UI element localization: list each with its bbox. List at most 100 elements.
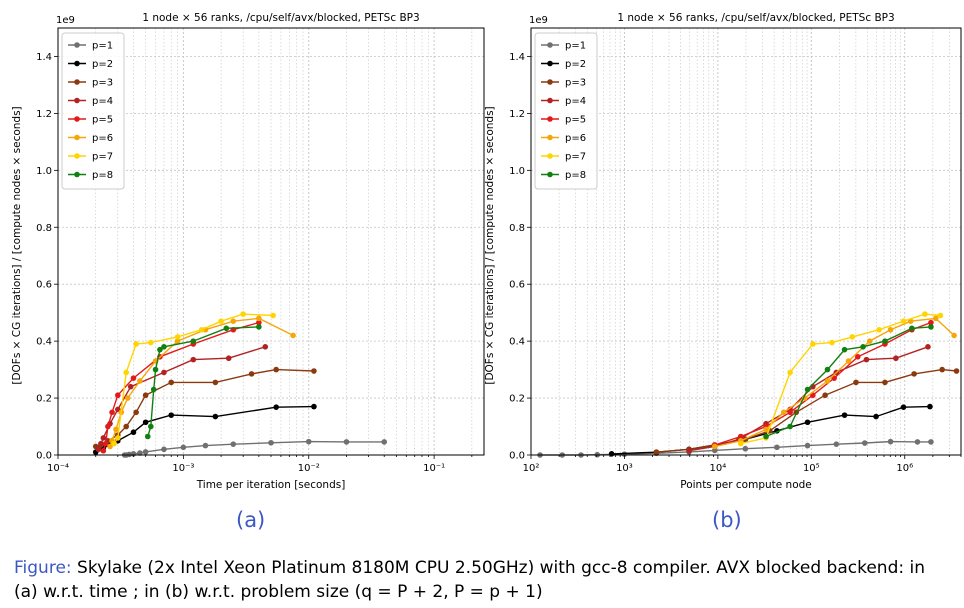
y-tick-label: 1.4	[36, 52, 52, 63]
legend-label: p=6	[565, 133, 586, 144]
data-point	[711, 443, 718, 450]
legend: p=1 p=2 p=3 p=4 p=5 p=6 p=7 p=8	[61, 32, 125, 190]
data-point	[381, 439, 388, 445]
legend-label: p=1	[565, 41, 586, 52]
legend-label: p=7	[92, 152, 113, 163]
data-point	[887, 438, 894, 445]
legend-marker	[547, 171, 553, 178]
data-point	[109, 409, 115, 416]
data-point	[780, 409, 787, 416]
series-line	[113, 313, 274, 444]
y-tick-label: 0.0	[36, 451, 52, 462]
data-point	[157, 346, 163, 353]
data-point	[928, 319, 934, 326]
series-line	[656, 368, 957, 453]
data-point	[311, 403, 317, 410]
data-point	[124, 395, 131, 401]
data-point	[860, 344, 866, 350]
data-point	[841, 346, 848, 353]
data-point	[774, 444, 780, 451]
data-point	[273, 404, 279, 410]
data-point	[822, 392, 828, 399]
data-point	[100, 447, 107, 454]
legend: p=1 p=2 p=3 p=4 p=5 p=6 p=7 p=8	[534, 32, 598, 190]
data-point	[102, 440, 109, 447]
data-point	[142, 449, 149, 455]
data-point	[248, 371, 255, 377]
data-point	[911, 371, 917, 377]
data-point	[230, 318, 237, 325]
data-point	[876, 326, 882, 333]
legend-label: p=1	[92, 41, 113, 52]
legend-marker	[74, 116, 80, 122]
data-point	[305, 438, 312, 445]
x-tick-label: 10⁶	[896, 463, 913, 474]
series-p7	[737, 311, 944, 447]
y-tick-label: 0.4	[509, 337, 525, 348]
legend-marker	[74, 79, 80, 85]
grid	[530, 28, 962, 456]
series-p8	[763, 324, 934, 440]
legend-label: p=4	[565, 96, 586, 107]
x-tick-label: 10⁻¹	[423, 463, 445, 474]
data-point	[311, 368, 317, 374]
legend-label: p=2	[92, 59, 113, 70]
data-point	[893, 355, 899, 362]
data-point	[161, 344, 167, 350]
data-point	[126, 451, 133, 458]
chart-b: 10² 10³ 10⁴ 10⁵ 10⁶ 0.0 0.2 0.4 0.6 0.8 1.0 1.2 1.4 1…	[484, 12, 962, 491]
data-point	[100, 435, 107, 441]
y-tick-label: 0.0	[509, 451, 525, 462]
y-tick-label: 1.4	[509, 52, 525, 63]
data-point	[111, 440, 117, 447]
data-point	[824, 378, 831, 384]
legend-marker	[547, 116, 553, 122]
data-point	[882, 338, 888, 344]
x-tick-label: 10⁻⁴	[47, 463, 69, 474]
legend-label: p=3	[92, 78, 113, 89]
legend-marker	[547, 97, 553, 104]
data-point	[150, 386, 157, 393]
data-point	[190, 338, 197, 344]
data-point	[95, 446, 102, 453]
data-point	[212, 379, 219, 386]
data-point	[113, 426, 119, 433]
caption-text: Skylake (2x Intel Xeon Platinum 8180M CP…	[14, 558, 925, 602]
legend-label: p=8	[565, 170, 586, 181]
data-point	[130, 375, 137, 381]
data-point	[737, 433, 744, 440]
y-offset-label: 1e9	[529, 15, 548, 26]
series-line	[714, 317, 955, 448]
data-point	[939, 366, 945, 373]
data-point	[168, 379, 175, 386]
y-tick-label: 0.6	[509, 280, 525, 291]
y-tick-label: 0.6	[36, 280, 52, 291]
legend-marker	[547, 153, 553, 159]
data-point	[168, 412, 175, 418]
chart-title: 1 node × 56 ranks, /cpu/self/avx/blocked…	[142, 12, 419, 24]
data-point	[953, 368, 960, 374]
series-line	[102, 321, 260, 451]
data-point	[787, 423, 793, 430]
data-point	[262, 344, 269, 350]
data-point	[787, 369, 793, 376]
data-point	[142, 392, 149, 399]
data-point	[804, 386, 811, 393]
data-point	[290, 332, 296, 339]
data-point	[810, 341, 816, 347]
legend-marker	[547, 79, 553, 85]
data-point	[951, 332, 957, 339]
data-point	[190, 356, 197, 363]
data-point	[841, 412, 848, 418]
legend-marker	[74, 153, 80, 159]
series-line	[97, 346, 266, 450]
data-point	[256, 319, 262, 326]
y-tick-label: 1.0	[509, 166, 525, 177]
legend-marker	[74, 134, 80, 141]
data-point	[115, 392, 121, 399]
x-tick-label: 10⁴	[710, 463, 727, 474]
legend-label: p=8	[92, 170, 113, 181]
data-point	[107, 443, 113, 450]
data-point	[937, 312, 944, 319]
y-tick-label: 0.8	[36, 223, 52, 234]
